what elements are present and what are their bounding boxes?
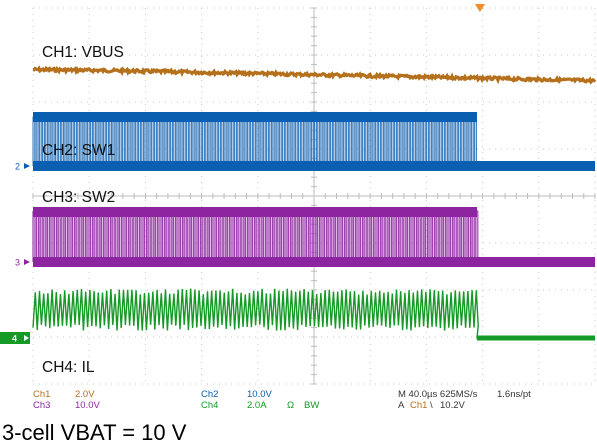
ohm-icon: Ω [287, 400, 294, 411]
ground-marker-label: 4 [12, 334, 17, 344]
series-ch3-trace-low-band [33, 257, 595, 267]
ground-marker-label: 3 [15, 258, 20, 268]
bandwidth-limit-icon: BW [304, 400, 319, 411]
series-ch4-trace [32, 288, 595, 339]
status-trigger-channel: Ch1 [410, 400, 427, 411]
status-ch3-name: Ch3 [33, 400, 50, 411]
status-ch2-name: Ch2 [201, 389, 218, 400]
status-trigger-prefix: A [398, 400, 405, 411]
status-resolution: 1.6ns/pt [497, 389, 531, 400]
figure-caption: 3-cell VBAT = 10 V [2, 420, 187, 445]
series-label-ch2: CH2: SW1 [42, 142, 115, 159]
series-ch2-trace-low-band [33, 161, 595, 171]
ground-marker-label: 2 [15, 162, 20, 172]
ground-marker-box [0, 332, 30, 344]
status-ch1-scale: 2.0V [75, 389, 95, 400]
status-ch4-name: Ch4 [201, 400, 218, 411]
channel-labels: CH1: VBUS CH2: SW1 CH3: SW2 CH4: IL [42, 44, 124, 376]
series-label-ch1: CH1: VBUS [42, 44, 124, 61]
oscilloscope-screen: CH1: VBUS CH2: SW1 CH3: SW2 CH4: IL 234 … [0, 4, 597, 411]
trigger-slope-icon: \ [430, 400, 433, 411]
status-ch2-scale: 10.0V [247, 389, 272, 400]
series-label-ch3: CH3: SW2 [42, 189, 115, 206]
series-ch3-trace-high-band [33, 207, 477, 217]
status-ch4-scale: 2.0A [247, 400, 267, 411]
ground-marker-arrow-icon [24, 163, 30, 169]
series-label-ch4: CH4: IL [42, 359, 95, 376]
status-ch3-scale: 10.0V [75, 400, 100, 411]
status-timebase: M 40.0µs 625MS/s [398, 389, 478, 400]
ground-marker-arrow-icon [24, 335, 29, 341]
series-ch2-trace-high-band [33, 112, 477, 122]
trigger-position-icon [474, 4, 485, 12]
series-ch1-trace [32, 65, 597, 85]
status-trigger-level: 10.2V [440, 400, 465, 411]
ground-markers: 2 3 4 [0, 4, 485, 344]
status-ch1-name: Ch1 [33, 389, 50, 400]
series-ch4-zero-band [476, 335, 595, 341]
ground-marker-arrow-icon [24, 259, 30, 265]
traces [32, 65, 597, 341]
status-bar: Ch1 2.0V Ch3 10.0V Ch2 10.0V Ch4 2.0A Ω … [33, 389, 531, 411]
